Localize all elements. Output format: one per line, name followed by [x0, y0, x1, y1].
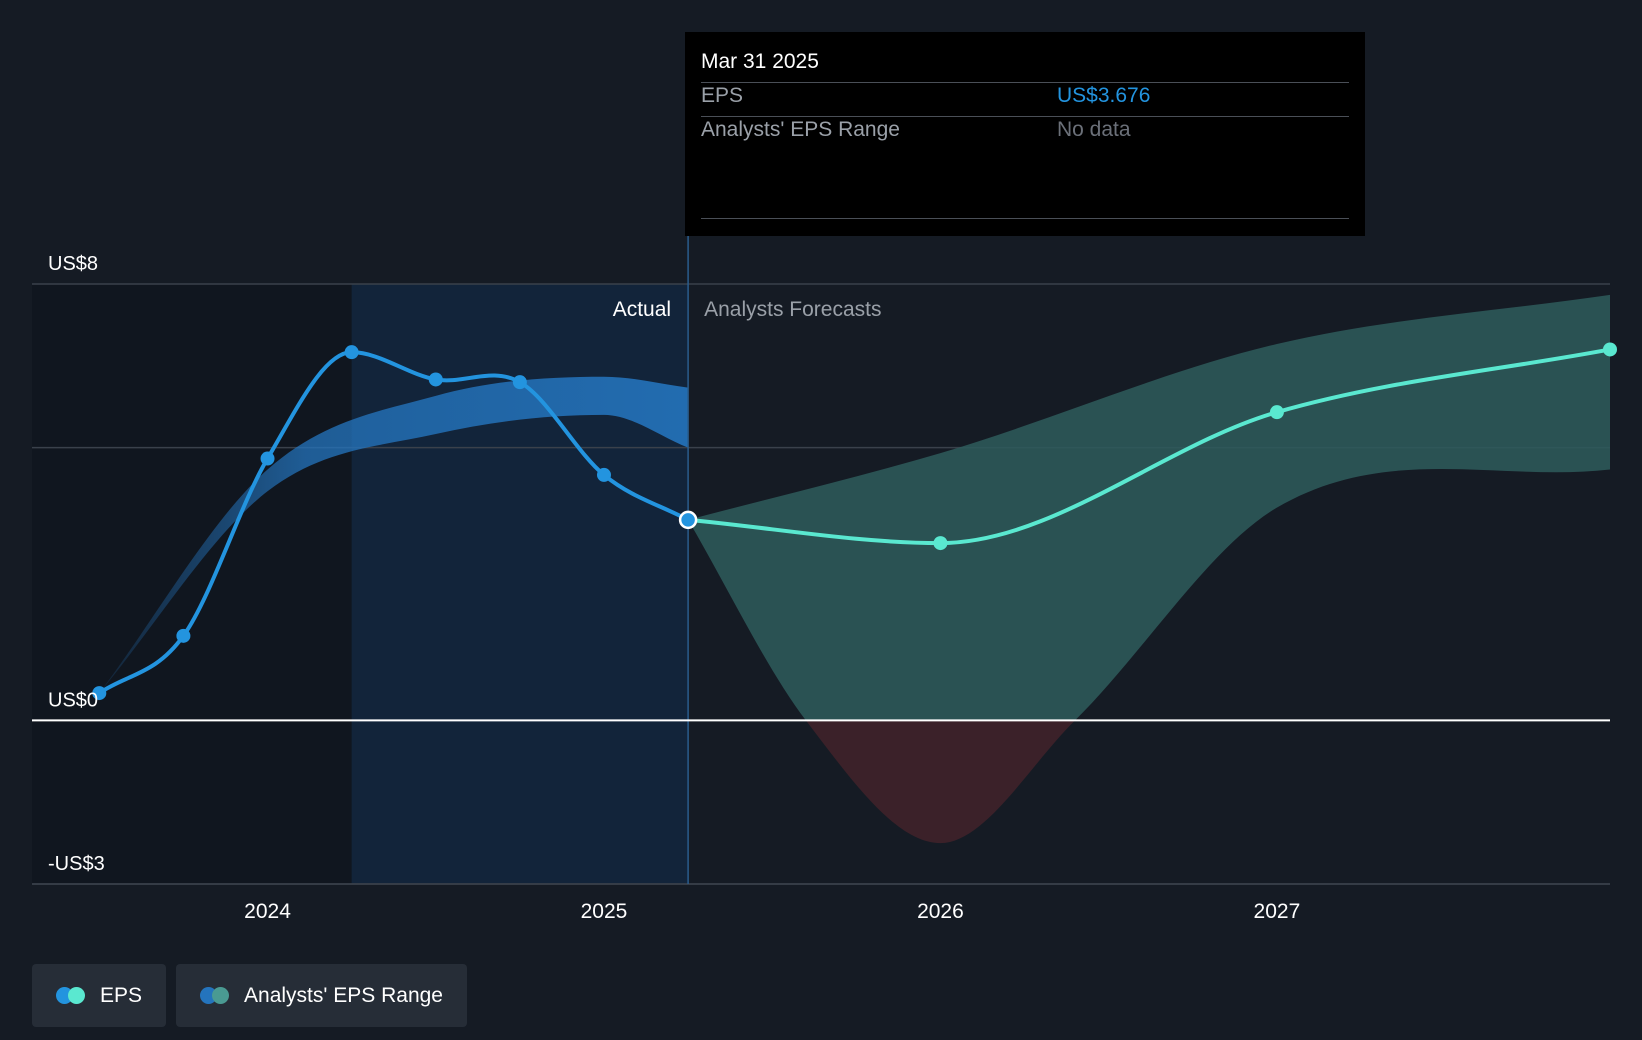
hovered-point [678, 510, 698, 530]
legend-eps-label: EPS [100, 983, 143, 1007]
range-band-forecast [688, 294, 1610, 721]
data-point [92, 686, 107, 701]
data-point [428, 372, 443, 387]
range-band-actual [99, 376, 689, 694]
tooltip-divider [701, 82, 1349, 83]
legend: EPS Analysts' EPS Range [32, 964, 467, 1027]
series-line-0 [97, 350, 691, 696]
tooltip-date: Mar 31 2025 [701, 50, 819, 73]
x-tick-label: 2026 [917, 900, 964, 923]
y-tick-label: -US$3 [48, 853, 105, 875]
y-tick-label: US$0 [48, 689, 98, 711]
range-band-forecast-negative [805, 720, 1076, 844]
data-point [344, 345, 359, 360]
range-bands [99, 294, 1610, 844]
legend-range-label: Analysts' EPS Range [244, 983, 443, 1007]
series-points[interactable] [92, 342, 1617, 701]
tooltip-eps-label: EPS [701, 84, 744, 107]
legend-item-eps[interactable]: EPS [32, 964, 167, 1027]
actual-label: Actual [613, 298, 671, 321]
tooltip-range-value: No data [1057, 118, 1131, 141]
tooltip-eps-value: US$3.676 [1057, 84, 1151, 107]
tooltip-range-label: Analysts' EPS Range [701, 118, 900, 141]
data-point [260, 451, 275, 466]
tooltip-divider [701, 116, 1349, 117]
tooltip: Mar 31 2025 EPS US$3.676 Analysts' EPS R… [685, 32, 1365, 236]
data-point [596, 467, 611, 482]
x-tick-label: 2025 [581, 900, 628, 923]
legend-item-range[interactable]: Analysts' EPS Range [176, 964, 467, 1027]
y-tick-label: US$8 [48, 253, 98, 275]
data-point [1603, 342, 1617, 357]
x-tick-label: 2027 [1254, 900, 1301, 923]
data-point [512, 375, 527, 390]
tooltip-divider [701, 218, 1349, 219]
series-lines [97, 347, 1612, 696]
data-point [1269, 405, 1284, 420]
legend-range-icon [200, 987, 230, 1004]
x-tick-label: 2024 [244, 900, 291, 923]
axis-labels: US$8 US$0 -US$3 2024 2025 2026 2027 Actual Analy… [48, 253, 1300, 923]
legend-eps-icon [56, 987, 86, 1004]
data-point [933, 536, 948, 551]
forecast-label: Analysts Forecasts [704, 298, 881, 321]
data-point [176, 628, 191, 643]
highlight-band [351, 284, 689, 884]
series-line-1 [686, 347, 1612, 546]
